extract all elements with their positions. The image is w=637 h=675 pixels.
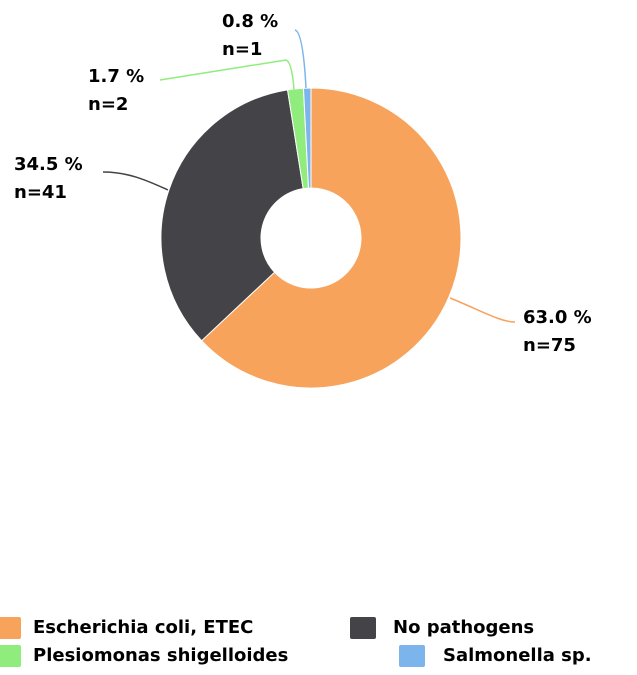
data-label: 34.5 % (14, 154, 83, 175)
legend-swatch (399, 645, 425, 667)
data-label: 63.0 % (523, 307, 592, 328)
legend-label: No pathogens (393, 617, 534, 638)
legend-label: Escherichia coli, ETEC (33, 617, 253, 638)
count-label: n=2 (88, 94, 128, 115)
count-label: n=1 (222, 39, 262, 60)
legend-swatch (0, 645, 21, 667)
slice (160, 89, 304, 342)
legend-label: Plesiomonas shigelloides (33, 645, 288, 666)
leader-line (294, 29, 307, 89)
legend-swatch (350, 617, 376, 639)
count-label: n=75 (523, 335, 576, 356)
legend-swatch (0, 617, 21, 639)
slice (302, 87, 312, 189)
leader-line (102, 171, 169, 191)
data-label: 0.8 % (222, 11, 278, 32)
leader-line (159, 59, 295, 91)
leader-line (449, 297, 516, 323)
data-label: 1.7 % (88, 66, 144, 87)
legend-label: Salmonella sp. (443, 645, 592, 666)
slice (200, 87, 462, 389)
count-label: n=41 (14, 182, 67, 203)
